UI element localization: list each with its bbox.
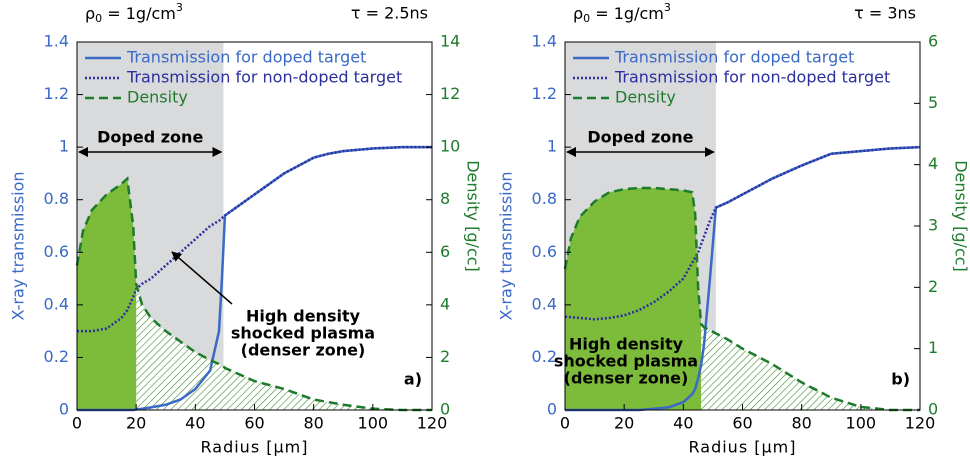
equation: = 1g/cm — [590, 4, 664, 23]
x-tick-label: 40 — [673, 414, 693, 433]
legend-label: Transmission for non-doped target — [126, 68, 402, 87]
y-tick-label: 0.8 — [532, 189, 557, 208]
y-tick-label: 0 — [59, 400, 69, 419]
annotation: shocked plasma — [554, 352, 698, 371]
x-tick-label: 80 — [791, 414, 811, 433]
x-tick-label: 100 — [846, 414, 877, 433]
y2-tick-label: 0 — [928, 400, 938, 419]
y-axis-label: X-ray transmission — [9, 171, 28, 320]
y-tick-label: 1.4 — [532, 32, 557, 51]
x-axis-label: Radius [μm] — [689, 438, 797, 457]
annotation-arrow — [171, 251, 233, 305]
time-label: τ = 2.5ns — [351, 4, 428, 23]
annotation: shocked plasma — [231, 324, 375, 343]
series-line — [75, 176, 432, 412]
rho: ρ — [85, 4, 95, 23]
x-axis-label: Radius [μm] — [201, 438, 309, 457]
density-fill-hatched — [701, 324, 920, 410]
rho: ρ — [573, 4, 583, 23]
y2-tick-label: 10 — [440, 137, 460, 156]
legend-label: Density — [127, 88, 188, 107]
x-tick-label: 120 — [905, 414, 936, 433]
y-tick-label: 0.4 — [532, 294, 557, 313]
doped-zone-label: Doped zone — [587, 128, 693, 147]
y-tick-label: 0.6 — [532, 242, 557, 261]
y2-tick-label: 4 — [440, 294, 450, 313]
x-tick-label: 120 — [417, 414, 448, 433]
x-tick-label: 0 — [560, 414, 570, 433]
x-tick-label: 80 — [303, 414, 323, 433]
panel-label: b) — [891, 370, 910, 389]
subscript: 0 — [95, 12, 102, 25]
x-tick-label: 40 — [185, 414, 205, 433]
doped-zone-label: Doped zone — [97, 128, 203, 147]
y-tick-label: 0.2 — [532, 347, 557, 366]
x-tick-label: 0 — [72, 414, 82, 433]
y2-tick-label: 14 — [440, 32, 460, 51]
panel-label: a) — [404, 370, 422, 389]
x-tick-label: 60 — [732, 414, 752, 433]
y2-tick-label: 6 — [928, 32, 938, 51]
y-tick-label: 1 — [547, 137, 557, 156]
legend-label: Density — [615, 88, 676, 107]
y2-tick-label: 0 — [440, 400, 450, 419]
density-fill-hatched — [136, 283, 432, 410]
density-condition: ρ0 = 1g/cm3 — [85, 1, 183, 25]
y-tick-label: 0.2 — [44, 347, 69, 366]
legend-label: Transmission for doped target — [614, 48, 854, 67]
y-axis-label: X-ray transmission — [497, 171, 516, 320]
series-line — [564, 145, 921, 321]
y2-tick-label: 3 — [928, 216, 938, 235]
equation: = 1g/cm — [102, 4, 176, 23]
time-label: τ = 3ns — [854, 4, 916, 23]
y2-tick-label: 12 — [440, 84, 460, 103]
y2-tick-label: 2 — [440, 347, 450, 366]
y-tick-label: 0.6 — [44, 242, 69, 261]
annotation: (denser zone) — [564, 369, 689, 388]
y2-tick-label: 1 — [928, 338, 938, 357]
superscript: 3 — [664, 1, 671, 14]
density-fill-dense — [565, 187, 702, 410]
density-fill-dense — [77, 178, 137, 410]
y2-tick-label: 8 — [440, 189, 450, 208]
x-tick-label: 100 — [358, 414, 389, 433]
legend-label: Transmission for non-doped target — [614, 68, 890, 87]
legend-label: Transmission for doped target — [126, 48, 366, 67]
x-tick-label: 60 — [244, 414, 264, 433]
y-tick-label: 0.8 — [44, 189, 69, 208]
y2-tick-label: 6 — [440, 242, 450, 261]
y2-tick-label: 5 — [928, 93, 938, 112]
y-tick-label: 1 — [59, 137, 69, 156]
annotation: High density — [569, 335, 684, 354]
y-tick-label: 0 — [547, 400, 557, 419]
series-line — [77, 145, 432, 333]
y2-tick-label: 4 — [928, 154, 938, 173]
annotation: (denser zone) — [241, 341, 366, 360]
x-tick-label: 20 — [614, 414, 634, 433]
y-tick-label: 1.2 — [44, 84, 69, 103]
subscript: 0 — [583, 12, 590, 25]
y-tick-label: 1.2 — [532, 84, 557, 103]
superscript: 3 — [176, 1, 183, 14]
y-tick-label: 0.4 — [44, 294, 69, 313]
density-condition: ρ0 = 1g/cm3 — [573, 1, 671, 25]
annotation: High density — [246, 307, 361, 326]
x-tick-label: 20 — [126, 414, 146, 433]
panel: 0 0.2 0.4 0.6 0.8 1 1.2 1.4 0 2 4 6 8 10 12 14 0 20 40 60 80… — [9, 1, 483, 457]
series-line — [563, 186, 920, 412]
y2-axis-label: Density [g/cc] — [952, 160, 970, 272]
y2-tick-label: 2 — [928, 277, 938, 296]
y-tick-label: 1.4 — [44, 32, 69, 51]
y2-axis-label: Density [g/cc] — [464, 160, 483, 272]
